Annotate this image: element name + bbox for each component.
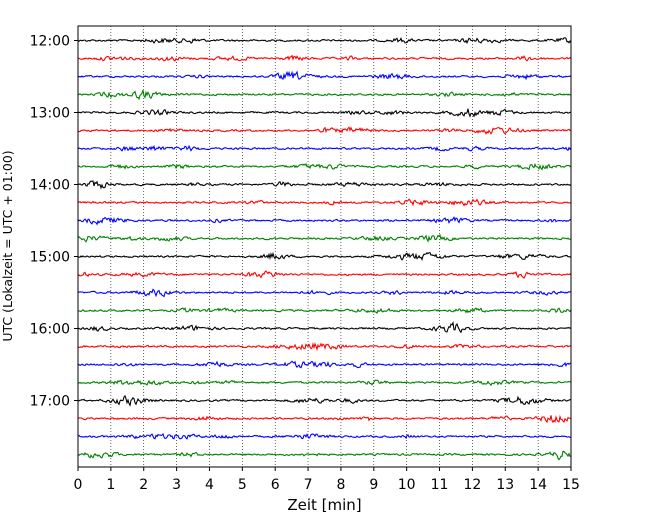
trace-line [77, 360, 572, 369]
trace-line [77, 307, 572, 315]
x-tick-label: 14 [529, 477, 547, 493]
trace-line [77, 180, 572, 190]
y-tick-label: 16:00 [30, 322, 70, 338]
x-tick-label: 12 [463, 477, 481, 493]
trace-line [77, 70, 572, 81]
y-axis: 12:00 13:00 14:00 15:00 16:00 17:00 [30, 34, 78, 410]
trace-line [77, 450, 572, 461]
x-axis: 0 1 2 3 4 5 6 7 8 9 10 11 12 13 14 15 [74, 467, 580, 493]
trace-line [77, 251, 572, 261]
trace-line [77, 394, 572, 407]
trace-line [77, 342, 572, 352]
x-tick-label: 6 [271, 477, 280, 493]
x-tick-label: 8 [336, 477, 345, 493]
trace-line [77, 90, 572, 101]
trace-line [77, 270, 572, 279]
trace-line [77, 36, 572, 45]
y-tick-label: 15:00 [30, 250, 70, 266]
plot-frame [77, 25, 572, 468]
trace-line [77, 126, 572, 135]
x-tick-label: 15 [562, 477, 580, 493]
y-tick-label: 13:00 [30, 106, 70, 122]
x-tick-label: 1 [106, 477, 115, 493]
x-tick-label: 3 [172, 477, 181, 493]
y-tick-label: 17:00 [30, 394, 70, 410]
trace-line [77, 54, 572, 62]
trace-line [77, 288, 572, 298]
trace-line [77, 108, 572, 118]
x-tick-label: 5 [238, 477, 247, 493]
x-tick-label: 13 [496, 477, 514, 493]
x-tick-label: 10 [398, 477, 416, 493]
trace-line [77, 379, 572, 387]
trace-line [77, 320, 572, 334]
x-tick-label: 0 [74, 477, 83, 493]
trace-line [77, 162, 572, 171]
x-tick-label: 2 [139, 477, 148, 493]
trace-line [77, 432, 572, 440]
x-tick-label: 9 [369, 477, 378, 493]
x-axis-label: Zeit [min] [287, 496, 361, 514]
x-tick-label: 11 [431, 477, 449, 493]
trace-line [77, 144, 572, 152]
trace-line [77, 216, 572, 226]
y-tick-label: 14:00 [30, 178, 70, 194]
x-tick-label: 7 [304, 477, 313, 493]
trace-line [77, 233, 572, 243]
traces [77, 36, 572, 461]
y-tick-label: 12:00 [30, 34, 70, 50]
x-tick-label: 4 [205, 477, 214, 493]
trace-line [77, 198, 572, 207]
y-axis-label: UTC (Lokalzeit = UTC + 01:00) [0, 150, 15, 341]
trace-line [77, 414, 572, 424]
